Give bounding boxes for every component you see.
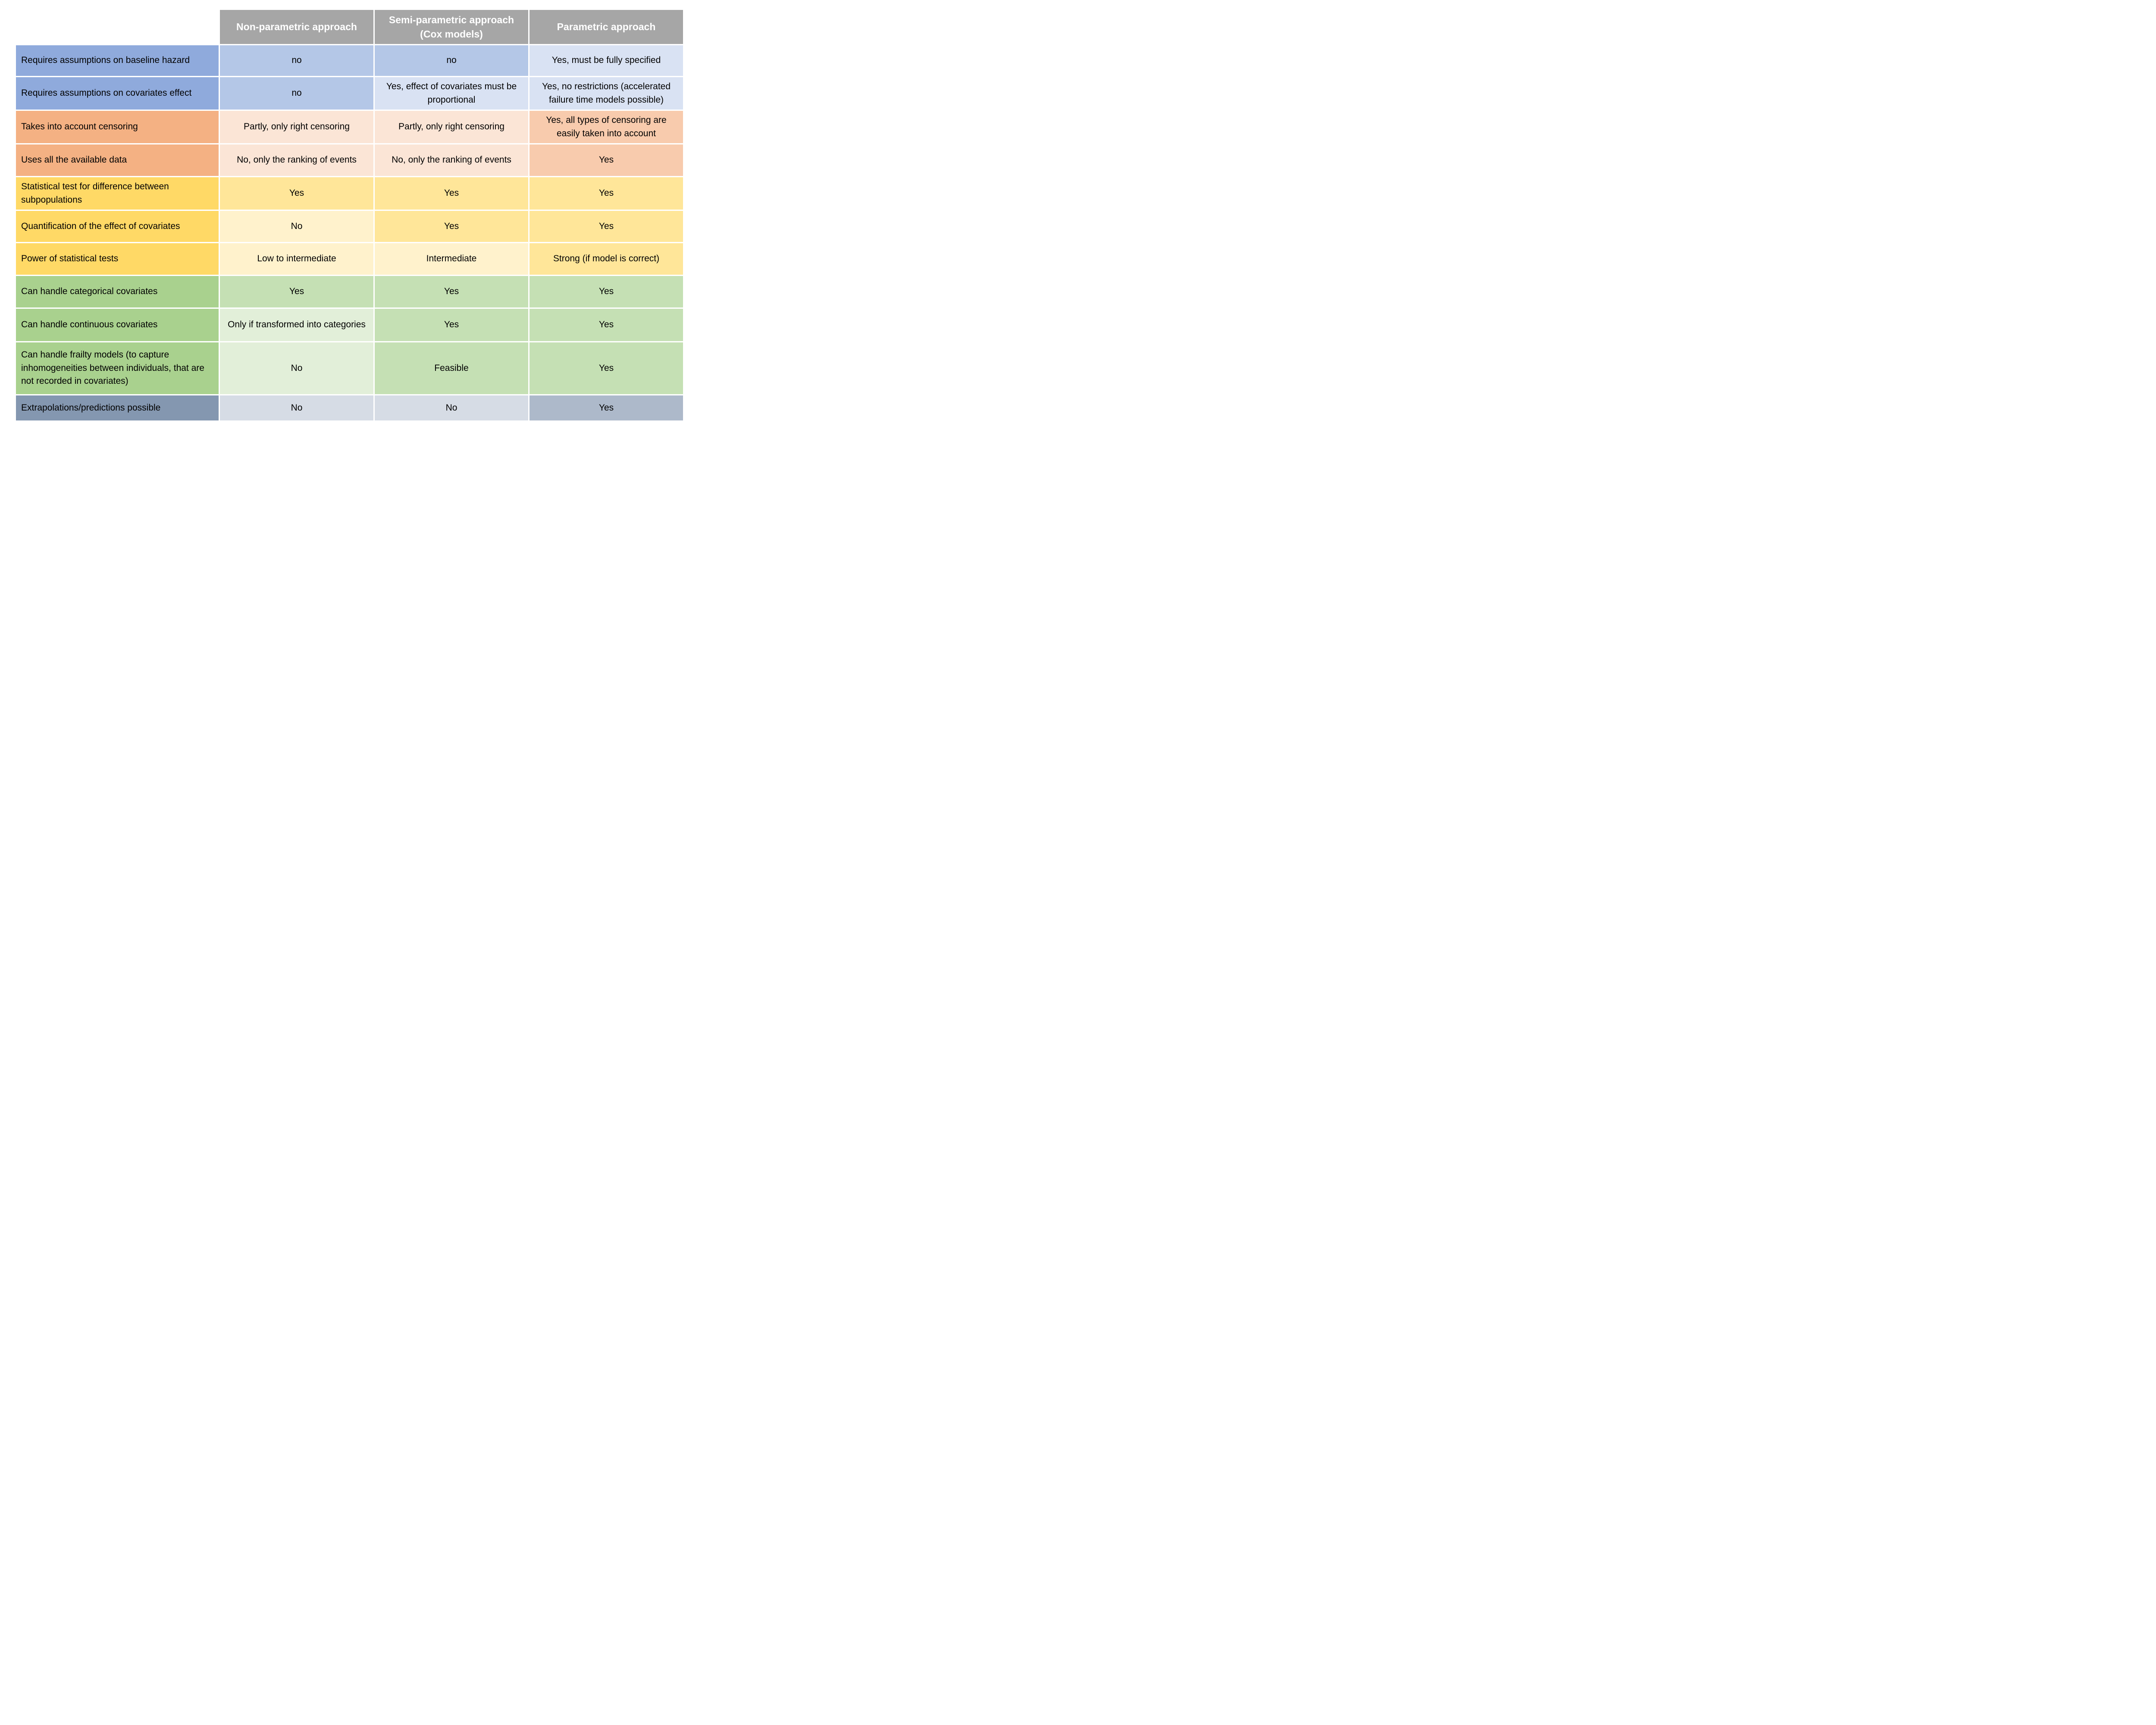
table-cell: Yes <box>530 395 683 420</box>
table-cell: Intermediate <box>375 243 528 275</box>
table-cell: Yes <box>530 276 683 307</box>
corner-cell <box>16 10 219 44</box>
approach-comparison-table: Non-parametric approach Semi-parametric … <box>15 9 684 422</box>
table-cell: No <box>220 395 373 420</box>
column-header-semi-parametric: Semi-parametric approach (Cox models) <box>375 10 528 44</box>
table-cell: Yes, all types of censoring are easily t… <box>530 111 683 143</box>
table-row: Requires assumptions on covariates effec… <box>16 77 683 110</box>
row-label: Statistical test for difference between … <box>16 177 219 210</box>
table-cell: Yes <box>375 309 528 341</box>
table-cell: no <box>220 77 373 110</box>
table-cell: Yes <box>530 144 683 176</box>
table-cell: No, only the ranking of events <box>375 144 528 176</box>
table-row: Can handle frailty models (to capture in… <box>16 342 683 394</box>
table-cell: no <box>375 45 528 76</box>
row-label: Requires assumptions on baseline hazard <box>16 45 219 76</box>
table-row: Can handle continuous covariates Only if… <box>16 309 683 341</box>
row-label: Can handle continuous covariates <box>16 309 219 341</box>
table-cell: Yes <box>530 177 683 210</box>
table-cell: Yes, effect of covariates must be propor… <box>375 77 528 110</box>
row-label: Uses all the available data <box>16 144 219 176</box>
table-row: Quantification of the effect of covariat… <box>16 211 683 242</box>
row-label: Can handle frailty models (to capture in… <box>16 342 219 394</box>
table-cell: Yes <box>220 276 373 307</box>
header-row: Non-parametric approach Semi-parametric … <box>16 10 683 44</box>
table-cell: Yes <box>530 211 683 242</box>
table-cell: No <box>220 342 373 394</box>
column-header-non-parametric: Non-parametric approach <box>220 10 373 44</box>
table-row: Takes into account censoring Partly, onl… <box>16 111 683 143</box>
table-cell: No, only the ranking of events <box>220 144 373 176</box>
table-cell: Yes <box>220 177 373 210</box>
table-row: Requires assumptions on baseline hazard … <box>16 45 683 76</box>
table-cell: Yes <box>375 211 528 242</box>
table-cell: No <box>220 211 373 242</box>
table-cell: Only if transformed into categories <box>220 309 373 341</box>
row-label: Power of statistical tests <box>16 243 219 275</box>
table-cell: no <box>220 45 373 76</box>
row-label: Requires assumptions on covariates effec… <box>16 77 219 110</box>
table-cell: No <box>375 395 528 420</box>
table-row: Power of statistical tests Low to interm… <box>16 243 683 275</box>
table-cell: Yes <box>375 177 528 210</box>
table-cell: Partly, only right censoring <box>220 111 373 143</box>
table-cell: Yes, must be fully specified <box>530 45 683 76</box>
column-header-parametric: Parametric approach <box>530 10 683 44</box>
table-row: Statistical test for difference between … <box>16 177 683 210</box>
table-cell: Partly, only right censoring <box>375 111 528 143</box>
row-label: Extrapolations/predictions possible <box>16 395 219 420</box>
comparison-slide: Non-parametric approach Semi-parametric … <box>0 0 690 420</box>
row-label: Quantification of the effect of covariat… <box>16 211 219 242</box>
table-row: Extrapolations/predictions possible No N… <box>16 395 683 420</box>
table-cell: Yes <box>530 342 683 394</box>
table-row: Can handle categorical covariates Yes Ye… <box>16 276 683 307</box>
table-cell: Yes <box>530 309 683 341</box>
table-cell: Low to intermediate <box>220 243 373 275</box>
table-cell: Strong (if model is correct) <box>530 243 683 275</box>
table-cell: Yes <box>375 276 528 307</box>
table-row: Uses all the available data No, only the… <box>16 144 683 176</box>
table-cell: Feasible <box>375 342 528 394</box>
row-label: Can handle categorical covariates <box>16 276 219 307</box>
row-label: Takes into account censoring <box>16 111 219 143</box>
table-cell: Yes, no restrictions (accelerated failur… <box>530 77 683 110</box>
